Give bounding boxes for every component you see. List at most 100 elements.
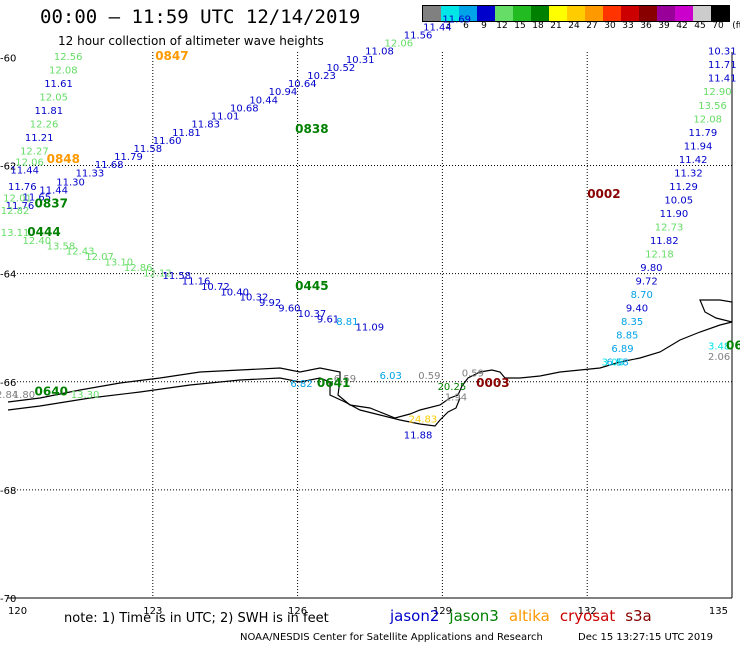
wave-height-label: 10.94 (269, 87, 298, 98)
wave-height-label: 10.31 (346, 55, 375, 66)
wave-height-label: 10.23 (307, 71, 336, 82)
color-scale-swatch (657, 6, 675, 21)
color-scale-swatch (693, 6, 711, 21)
pass-time-label: 0003 (476, 376, 509, 390)
color-scale-swatch (585, 6, 603, 21)
x-tick-label: 120 (8, 606, 27, 617)
wave-height-label: 12.06 (15, 158, 44, 169)
color-scale-swatch (531, 6, 549, 21)
y-tick-label: -70 (0, 594, 16, 605)
wave-height-label: 12.12 (143, 268, 172, 279)
wave-height-label: 12.26 (30, 120, 59, 131)
coastline (7, 299, 733, 427)
color-scale-unit: (ft) (732, 21, 740, 31)
wave-height-label: 11.83 (191, 120, 220, 131)
wave-height-label: 12.40 (22, 236, 51, 247)
wave-height-label: 1.94 (445, 393, 467, 404)
y-tick-label: -62 (0, 162, 16, 173)
wave-height-label: 8.35 (621, 317, 643, 328)
page-title: 00:00 – 11:59 UTC 12/14/2019 (40, 6, 361, 28)
pass-time-label: 0837 (35, 197, 68, 211)
wave-height-label: 13.30 (71, 390, 100, 401)
wave-height-label: 11.44 (39, 186, 68, 197)
y-tick-label: -64 (0, 270, 16, 281)
wave-height-label: 11.42 (679, 155, 708, 166)
wave-height-label: 0.59 (462, 368, 484, 379)
wave-height-label: 9.61 (317, 314, 339, 325)
wave-height-label: 11.44 (10, 166, 39, 177)
axis-ticks: 120 123 126 129 132 135 -60 -62 -64 -66 -68 -70 (0, 53, 728, 617)
color-scale-label: 12 (496, 21, 508, 31)
wave-height-label: 11.01 (211, 112, 240, 123)
wave-height-label: 11.33 (76, 168, 105, 179)
color-scale-label: 42 (676, 21, 688, 31)
color-scale-swatch (621, 6, 639, 21)
color-scale-label: 70 (712, 21, 724, 31)
pass-time-label: 0444 (27, 225, 60, 239)
wave-height-label: 6.82 (290, 379, 312, 390)
wave-height-label: 2.06 (708, 352, 730, 363)
color-scale-swatch (477, 6, 495, 21)
color-scale-label: 3 (445, 21, 451, 31)
color-scale-swatch (459, 6, 477, 21)
wave-height-label: 10.72 (201, 282, 230, 293)
color-scale-swatch (675, 6, 693, 21)
pass-time-label: 06 (726, 338, 740, 352)
legend-item-jason2: jason2 (390, 607, 440, 625)
color-scale-swatch (513, 6, 531, 21)
wave-height-label: 10.40 (220, 287, 249, 298)
wave-height-label: 11.32 (674, 168, 703, 179)
color-scale-label: 9 (481, 21, 487, 31)
wave-height-label: 11.79 (689, 128, 718, 139)
wave-height-label: 12.43 (66, 247, 95, 258)
wave-height-label: 10.52 (327, 63, 356, 74)
wave-height-label: 11.65 (22, 193, 51, 204)
wave-height-label: 8.70 (631, 290, 653, 301)
wave-height-label: 13.58 (47, 241, 76, 252)
credit-line: NOAA/NESDIS Center for Satellite Applica… (240, 632, 543, 643)
wave-height-label: 6.89 (611, 344, 633, 355)
wave-height-label: 11.41 (708, 74, 737, 85)
wave-height-label: 8.81 (336, 317, 358, 328)
wave-height-label: 24.83 (409, 414, 438, 425)
wave-height-label: 11.68 (95, 160, 124, 171)
wave-height-label: 3.06 (602, 358, 624, 369)
wave-height-label: 11.81 (35, 106, 64, 117)
x-tick-label: 123 (143, 606, 162, 617)
legend-item-jason3: jason3 (449, 607, 499, 625)
wave-height-label: 6.59 (334, 374, 356, 385)
wave-height-label: 12.82 (1, 206, 30, 217)
pass-time-label: 0838 (295, 122, 328, 136)
color-scale-label: 6 (463, 21, 469, 31)
color-scale-swatch (549, 6, 567, 21)
wave-height-label: 12.73 (655, 222, 684, 233)
x-tick-label: 132 (578, 606, 597, 617)
wave-height-label: 12.18 (645, 249, 674, 260)
color-scale-label: 45 (694, 21, 706, 31)
pass-time-label: 0641 (317, 376, 350, 390)
page-subtitle: 12 hour collection of altimeter wave hei… (58, 34, 324, 48)
wave-height-label: 10.64 (288, 79, 317, 90)
credit-timestamp: Dec 15 13:27:15 UTC 2019 (578, 632, 713, 643)
x-tick-label: 129 (433, 606, 452, 617)
map-grid (8, 52, 733, 599)
wave-height-label: 12.08 (693, 114, 722, 125)
wave-height-label: 12.56 (54, 52, 83, 63)
legend-item-s3a: s3a (625, 607, 652, 625)
wave-height-labels: 12.56 12.08 11.61 12.05 11.81 12.26 11.21 12.27… (0, 14, 737, 441)
wave-height-label: 11.76 (8, 182, 37, 193)
wave-height-label: 3.48 (708, 341, 730, 352)
wave-height-label: 11.90 (660, 209, 689, 220)
color-scale-label: 36 (640, 21, 652, 31)
wave-height-label: 11.79 (114, 152, 143, 163)
wave-height-label: 12.05 (39, 93, 68, 104)
color-scale-label: 30 (604, 21, 616, 31)
color-scale-label: 24 (568, 21, 580, 31)
wave-height-label: 0.59 (418, 371, 440, 382)
wave-height-label: 11.81 (172, 128, 201, 139)
wave-height-label: 11.94 (684, 141, 713, 152)
wave-height-label: 11.82 (650, 236, 679, 247)
wave-height-label: 11.71 (708, 60, 737, 71)
